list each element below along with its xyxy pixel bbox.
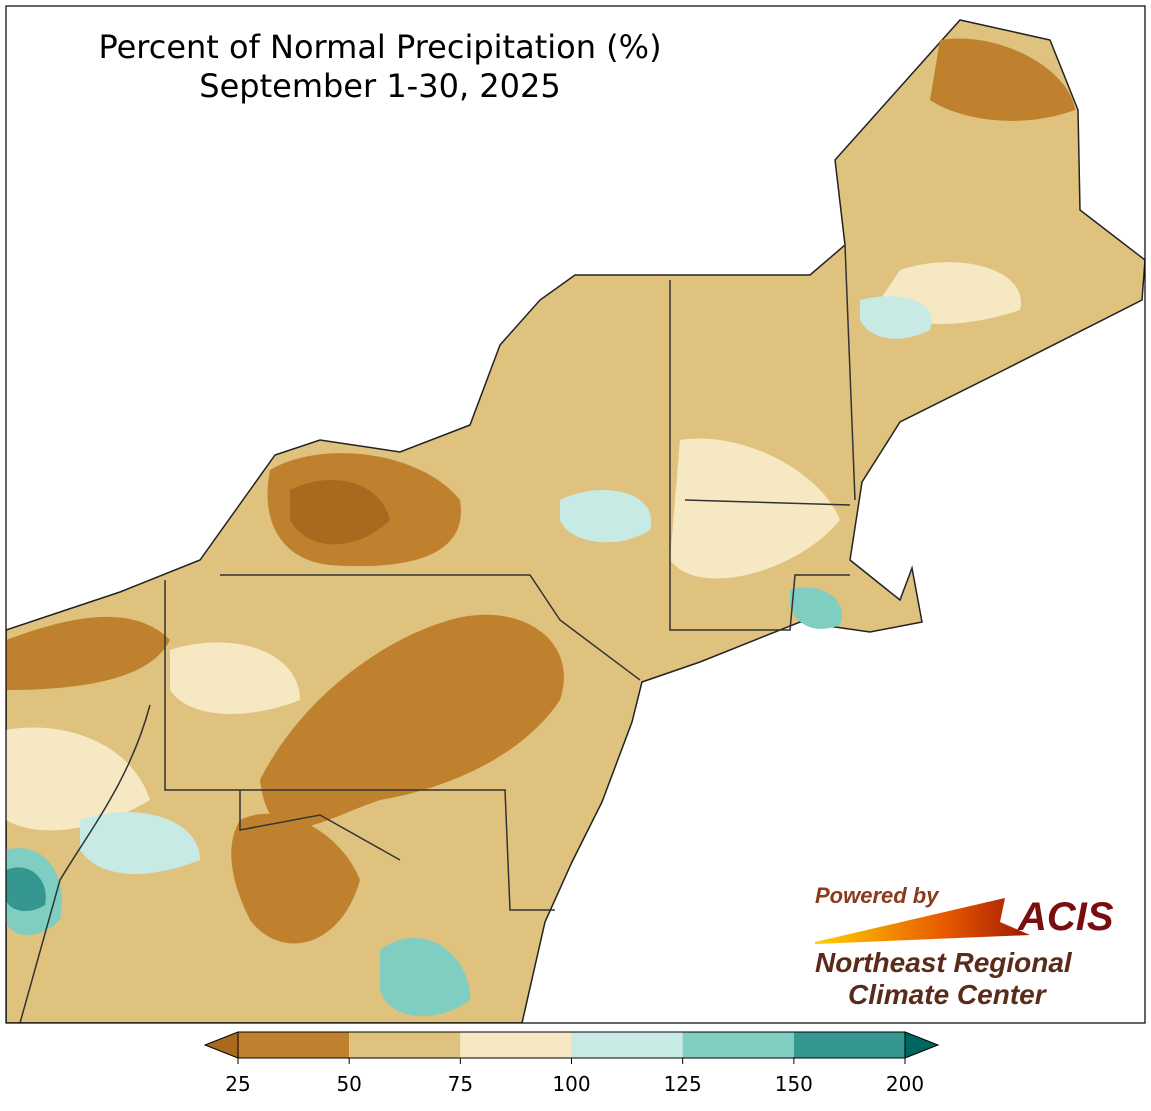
colorbar-tick-label: 100: [552, 1072, 590, 1096]
colorbar-under: [203, 1031, 239, 1059]
colorbar-segment: [238, 1032, 350, 1058]
colorbar-tick-label: 25: [225, 1072, 250, 1096]
logo-org-line1: Northeast Regional: [815, 947, 1073, 978]
logo-org-line2: Climate Center: [848, 979, 1048, 1010]
logo-powered-by: Powered by: [815, 883, 940, 908]
colorbar-tick-label: 150: [775, 1072, 813, 1096]
colorbar-tick-label: 200: [886, 1072, 924, 1096]
colorbar-tick-label: 75: [448, 1072, 473, 1096]
state-borders: [19, 244, 856, 1023]
map-area: [6, 19, 1145, 1023]
colorbar-over: [904, 1031, 940, 1059]
colorbar: 25 50 75 100 125 150 200: [203, 1031, 940, 1096]
logo: Powered by ACIS Northeast Regional Clima…: [815, 883, 1114, 1010]
colorbar-segment: [682, 1032, 794, 1058]
colorbar-segment: [571, 1032, 683, 1058]
precip-shading: [6, 38, 1075, 1017]
map-frame: [5, 5, 1146, 1024]
map-title: Percent of Normal Precipitation (%): [98, 28, 661, 66]
colorbar-segment: [793, 1032, 905, 1058]
colorbar-segment: [349, 1032, 461, 1058]
colorbar-segment: [460, 1032, 572, 1058]
map-subtitle: September 1-30, 2025: [199, 67, 560, 105]
logo-swoosh: [815, 898, 1030, 944]
colorbar-tick-label: 125: [664, 1072, 702, 1096]
logo-acis: ACIS: [1017, 895, 1114, 939]
colorbar-tick-label: 50: [336, 1072, 361, 1096]
